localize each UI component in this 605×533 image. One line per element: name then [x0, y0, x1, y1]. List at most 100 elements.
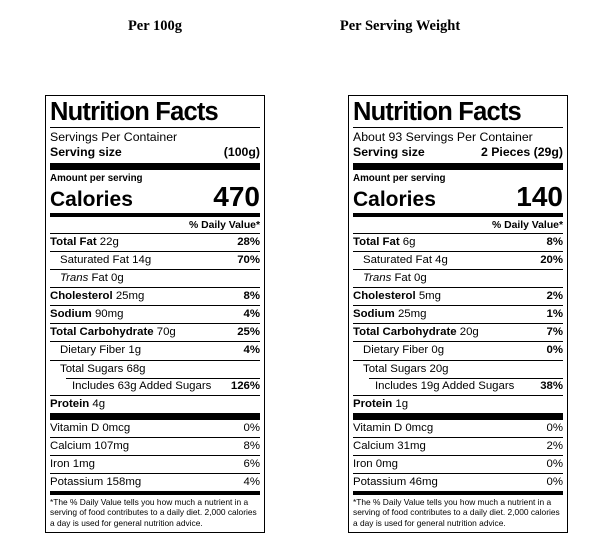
calories-label: Calories: [50, 187, 133, 211]
daily-value-percent: 2%: [546, 290, 563, 303]
nutrient-row: Trans Fat 0g: [50, 269, 260, 287]
nutrient-row: Potassium 46mg 0%: [353, 473, 563, 491]
vitamin-rows: Vitamin D 0mcg 0% Calcium 31mg 2% Iron 0…: [353, 420, 563, 491]
daily-value-percent: 0%: [546, 344, 563, 357]
nutrition-facts-title: Nutrition Facts: [50, 99, 260, 128]
nutrient-name: Calcium 107mg: [50, 440, 129, 453]
nutrient-name: Potassium 46mg: [353, 476, 438, 489]
daily-value-percent: 1%: [546, 308, 563, 321]
nutrient-name: Total Fat 22g: [50, 236, 119, 249]
nutrient-name-bold: Total Carbohydrate: [353, 326, 460, 339]
nutrient-name-bold: Total Fat: [50, 235, 100, 248]
nutrient-row: Total Carbohydrate 70g 25%: [50, 323, 260, 341]
nutrient-row: Cholesterol 25mg 8%: [50, 287, 260, 305]
nutrient-name-text: Dietary Fiber 0g: [363, 344, 445, 357]
nutrient-row: Vitamin D 0mcg 0%: [353, 420, 563, 437]
divider-medium-bar: [353, 491, 563, 496]
daily-value-percent: 0%: [243, 421, 260, 434]
daily-value-percent: 2%: [546, 440, 563, 453]
nutrient-name: Includes 63g Added Sugars: [72, 380, 211, 393]
nutrient-name-text: Fat 0g: [394, 272, 427, 285]
serving-size-value: (100g): [223, 144, 260, 159]
nutrient-name: Calcium 31mg: [353, 440, 426, 453]
nutrient-row: Sodium 25mg 1%: [353, 305, 563, 323]
nutrient-name-bold: Sodium: [353, 308, 398, 321]
nutrient-name-bold: Sodium: [50, 308, 95, 321]
calories-row: Calories 140: [353, 182, 563, 211]
daily-value-percent: 8%: [243, 440, 260, 453]
nutrient-name-text: 90mg: [94, 308, 124, 321]
vitamin-rows: Vitamin D 0mcg 0% Calcium 107mg 8% Iron …: [50, 420, 260, 491]
nutrient-name-text: 25mg: [397, 308, 427, 321]
daily-value-percent: 4%: [243, 344, 260, 357]
amount-per-serving-label: Amount per serving: [353, 172, 446, 184]
serving-size-label: Serving size: [353, 144, 425, 159]
nutrient-name: Total Sugars 20g: [363, 363, 448, 376]
nutrient-name-text: 5mg: [418, 290, 441, 303]
calories-label: Calories: [353, 187, 436, 211]
nutrient-name: Includes 19g Added Sugars: [375, 380, 514, 393]
nutrient-name-text: Saturated Fat 14g: [60, 253, 152, 266]
nutrient-name-text: Includes 63g Added Sugars: [72, 379, 212, 392]
nutrient-name-text: Total Sugars 68g: [60, 362, 146, 375]
nutrient-name-text: 1g: [395, 397, 409, 410]
nutrient-name-text: Potassium 158mg: [50, 476, 142, 489]
nutrient-name-text: Calcium 107mg: [50, 440, 130, 453]
column-title-per-100g: Per 100g: [127, 18, 183, 34]
nutrient-row: Vitamin D 0mcg 0%: [50, 420, 260, 437]
amount-per-serving-label: Amount per serving: [50, 172, 143, 184]
nutrient-rows: Total Fat 22g 28% Saturated Fat 14g 70% …: [50, 232, 260, 413]
daily-value-percent: 0%: [546, 458, 563, 471]
nutrient-name-text: 22g: [99, 235, 119, 248]
nutrient-row: Total Sugars 20g: [353, 359, 563, 378]
nutrient-row: Dietary Fiber 0g 0%: [353, 341, 563, 359]
nutrient-name-text: 4g: [92, 397, 106, 410]
nutrient-row: Total Fat 6g 8%: [353, 232, 563, 251]
divider-thick-bar: [50, 162, 260, 170]
nutrient-name: Total Carbohydrate 20g: [353, 326, 479, 339]
divider-medium-bar: [353, 212, 563, 217]
nutrient-name-text: 25mg: [115, 290, 145, 303]
nutrient-row: Potassium 158mg 4%: [50, 473, 260, 491]
nutrition-facts-title: Nutrition Facts: [353, 99, 563, 128]
nutrient-row: Iron 0mg 0%: [353, 455, 563, 473]
nutrient-name: Total Sugars 68g: [60, 363, 145, 376]
nutrient-row: Saturated Fat 14g 70%: [50, 250, 260, 269]
nutrient-name: Iron 0mg: [353, 458, 398, 471]
nutrient-name-italic: Trans: [363, 272, 395, 285]
nutrient-name-text: Fat 0g: [91, 272, 124, 285]
daily-value-percent: 20%: [540, 253, 563, 266]
nutrient-row: Saturated Fat 4g 20%: [353, 250, 563, 269]
nutrient-name-bold: Protein: [353, 397, 396, 410]
nutrient-name-text: Potassium 46mg: [353, 476, 438, 489]
nutrient-name-bold: Total Carbohydrate: [50, 326, 157, 339]
nutrient-name-text: 20g: [459, 326, 479, 339]
nutrient-name: Potassium 158mg: [50, 476, 141, 489]
nutrient-name-text: 70g: [156, 326, 176, 339]
divider-medium-bar: [50, 491, 260, 496]
daily-value-percent: 25%: [237, 326, 260, 339]
nutrient-name-text: Saturated Fat 4g: [363, 253, 448, 266]
nutrient-name-bold: Total Fat: [353, 235, 403, 248]
nutrient-row: Includes 63g Added Sugars 126%: [50, 377, 260, 395]
nutrient-name: Saturated Fat 4g: [363, 254, 448, 267]
daily-value-percent: 28%: [237, 235, 260, 248]
daily-value-percent: 4%: [243, 308, 260, 321]
servings-per-container-text: Servings Per Container: [50, 130, 178, 144]
nutrient-name-text: Calcium 31mg: [353, 440, 426, 453]
serving-size-label: Serving size: [50, 144, 122, 159]
divider-thick-bar: [353, 162, 563, 170]
serving-size-row: Serving size 2 Pieces (29g): [353, 145, 563, 160]
nutrient-name: Trans Fat 0g: [363, 272, 427, 285]
nutrient-name: Sodium 90mg: [50, 308, 123, 321]
nutrient-name: Total Carbohydrate 70g: [50, 326, 176, 339]
serving-size-value: 2 Pieces (29g): [480, 144, 563, 159]
nutrient-name: Total Fat 6g: [353, 236, 415, 249]
nutrient-name-text: Dietary Fiber 1g: [60, 344, 142, 357]
daily-value-percent: 8%: [243, 290, 260, 303]
calories-row: Calories 470: [50, 182, 260, 211]
nutrient-row: Total Sugars 68g: [50, 359, 260, 378]
column-title-per-serving-weight: Per Serving Weight: [339, 18, 461, 34]
nutrient-name-text: 6g: [402, 235, 416, 248]
divider-medium-bar: [50, 212, 260, 217]
